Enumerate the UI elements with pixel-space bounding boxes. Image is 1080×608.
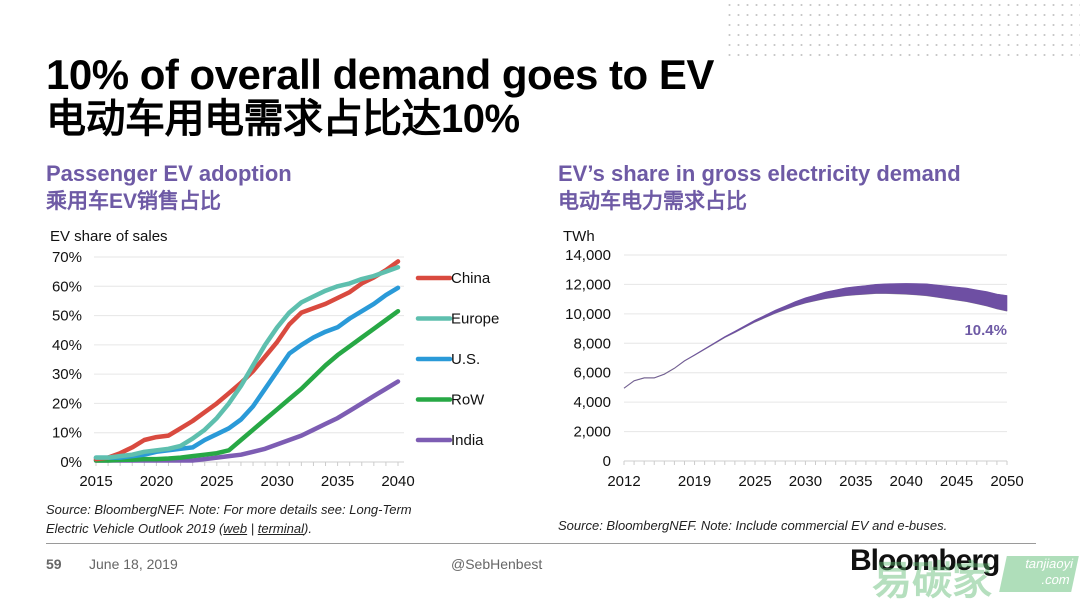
left-chart-y-tick-label: 50% <box>52 308 82 325</box>
left-chart-x-tick-label: 2030 <box>261 473 294 490</box>
footer-divider <box>46 543 1036 544</box>
slide-date: June 18, 2019 <box>89 556 178 572</box>
right-chart-source-note: Source: BloombergNEF. Note: Include comm… <box>558 518 948 533</box>
legend-label-china: China <box>451 270 491 287</box>
author-handle: @SebHenbest <box>451 556 543 572</box>
legend-label-europe: Europe <box>451 311 499 328</box>
right-chart-x-tick-label: 2012 <box>607 473 640 490</box>
right-chart-x-tick-label: 2035 <box>839 473 872 490</box>
left-chart-x-tick-label: 2035 <box>321 473 354 490</box>
watermark-text: 易碳家 <box>872 559 992 603</box>
left-chart-x-tick-label: 2020 <box>140 473 173 490</box>
right-chart-y-tick-label: 4,000 <box>573 394 611 411</box>
slide-title-cn: 电动车用电需求占比达10% <box>46 97 520 141</box>
left-chart-y-tick-label: 40% <box>52 337 82 354</box>
right-chart-y-tick-label: 10,000 <box>565 306 611 323</box>
left-chart-source-note: Source: BloombergNEF. Note: For more det… <box>46 500 412 538</box>
right-chart-x-tick-label: 2040 <box>890 473 923 490</box>
series-line-total-demand <box>623 292 1008 389</box>
slide-title-en: 10% of overall demand goes to EV <box>46 51 714 98</box>
watermark-domain-1: tanjiaoyi <box>1023 556 1075 571</box>
left-panel-title-cn: 乘用车EV销售占比 <box>46 190 222 213</box>
left-chart-y-tick-label: 20% <box>52 395 82 412</box>
right-chart-y-tick-label: 12,000 <box>565 276 611 293</box>
page-number: 59 <box>46 556 62 572</box>
left-panel-title-en: Passenger EV adoption <box>46 161 292 186</box>
bloomberg-logo: Bloomberg <box>850 544 1000 577</box>
ev-share-annotation: 10.4% <box>964 322 1007 339</box>
right-chart-y-tick-label: 14,000 <box>565 247 611 264</box>
left-chart-y-tick-label: 60% <box>52 278 82 295</box>
right-panel-title-cn: 电动车电力需求占比 <box>558 190 747 213</box>
left-chart-y-tick-label: 0% <box>60 454 82 471</box>
right-chart-y-tick-label: 0 <box>603 453 611 470</box>
legend-label-row: RoW <box>451 392 485 409</box>
left-chart-y-axis-title: EV share of sales <box>50 228 168 245</box>
left-chart-y-tick-label: 10% <box>52 425 82 442</box>
left-chart-x-tick-label: 2040 <box>381 473 414 490</box>
legend-label-us: U.S. <box>451 351 480 368</box>
right-chart-x-tick-label: 2030 <box>789 473 822 490</box>
right-chart-y-tick-label: 2,000 <box>573 424 611 441</box>
series-line-europe <box>93 265 401 460</box>
left-note-line2-post: ). <box>304 521 312 536</box>
right-panel-title-en: EV’s share in gross electricity demand <box>558 161 961 186</box>
right-chart-y-axis-title: TWh <box>563 228 595 245</box>
series-area-ev-demand <box>623 283 1008 389</box>
watermark-domain-badge: tanjiaoyi .com <box>999 556 1079 592</box>
series-line-row <box>93 308 401 463</box>
right-chart-y-tick-label: 8,000 <box>573 335 611 352</box>
left-chart-y-tick-label: 70% <box>52 249 82 266</box>
left-chart-y-tick-label: 30% <box>52 366 82 383</box>
dot-pattern-decoration <box>725 0 1080 64</box>
left-chart-x-tick-label: 2025 <box>200 473 233 490</box>
left-note-line1: Source: BloombergNEF. Note: For more det… <box>46 502 412 517</box>
right-chart-x-tick-label: 2045 <box>940 473 973 490</box>
right-chart-x-tick-label: 2050 <box>990 473 1023 490</box>
terminal-link[interactable]: terminal <box>257 521 304 536</box>
watermark-domain-2: .com <box>1040 572 1072 587</box>
right-chart-x-tick-label: 2019 <box>678 473 711 490</box>
left-chart-x-tick-label: 2015 <box>79 473 112 490</box>
right-chart-x-tick-label: 2025 <box>738 473 771 490</box>
series-line-us <box>93 285 401 460</box>
web-link[interactable]: web <box>223 521 248 536</box>
link-separator: | <box>247 521 258 536</box>
left-note-line2-pre: Electric Vehicle Outlook 2019 ( <box>46 521 224 536</box>
legend-label-india: India <box>451 432 484 449</box>
right-chart-y-tick-label: 6,000 <box>573 365 611 382</box>
